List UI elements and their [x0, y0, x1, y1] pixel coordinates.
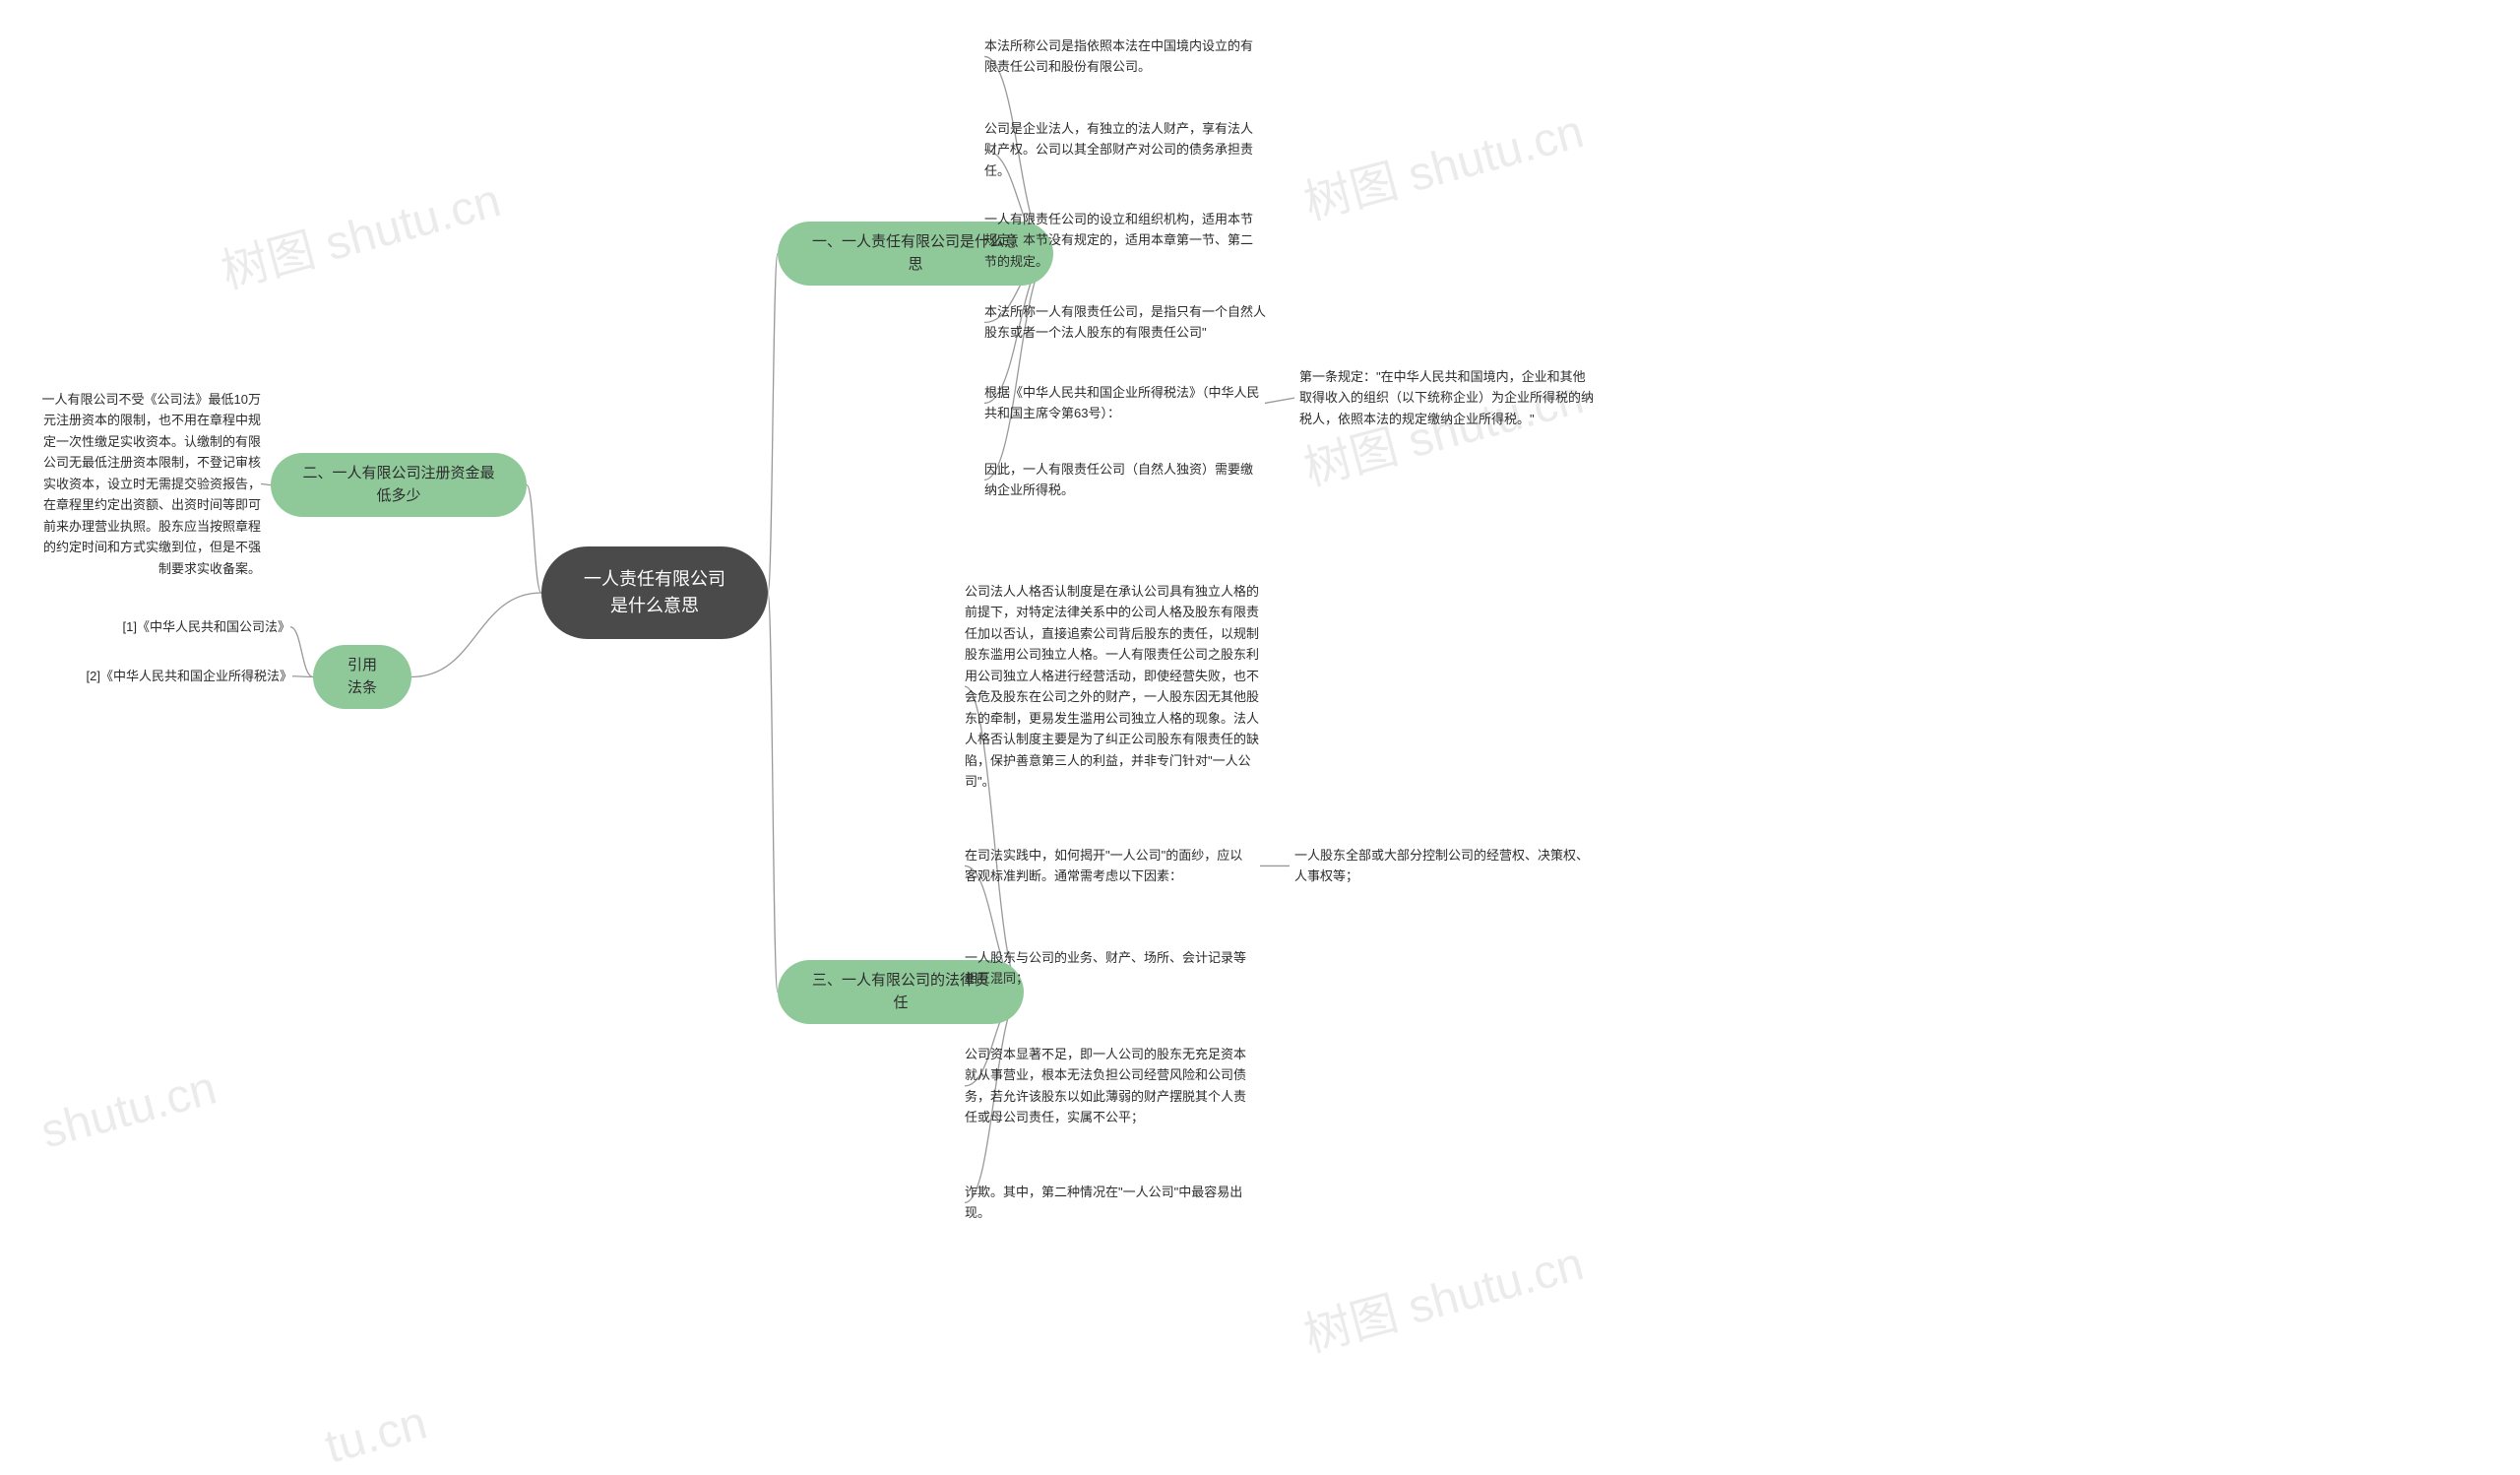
- leaf-ref-1: [2]《中华人民共和国企业所得税法》: [56, 666, 292, 686]
- leaf-3-0: 公司法人人格否认制度是在承认公司具有独立人格的前提下，对特定法律关系中的公司人格…: [965, 581, 1265, 792]
- leaf-1-3: 本法所称一人有限责任公司，是指只有一个自然人股东或者一个法人股东的有限责任公司": [984, 301, 1270, 344]
- watermark: 树图 shutu.cn: [1295, 93, 1590, 233]
- leaf-3-2: 一人股东与公司的业务、财产、场所、会计记录等相互混同；: [965, 947, 1250, 990]
- leaf-1-1: 公司是企业法人，有独立的法人财产，享有法人财产权。公司以其全部财产对公司的债务承…: [984, 118, 1260, 181]
- branch-ref[interactable]: 引用法条: [313, 645, 411, 709]
- leaf-1-0: 本法所称公司是指依照本法在中国境内设立的有限责任公司和股份有限公司。: [984, 35, 1260, 78]
- watermark: 树图 shutu.cn: [213, 161, 507, 302]
- leaf-3-4: 诈欺。其中，第二种情况在"一人公司"中最容易出现。: [965, 1182, 1250, 1224]
- leaf-1-2: 一人有限责任公司的设立和组织机构，适用本节规定；本节没有规定的，适用本章第一节、…: [984, 209, 1260, 272]
- leaf-3-1-0: 一人股东全部或大部分控制公司的经营权、决策权、人事权等；: [1294, 845, 1590, 887]
- watermark: shutu.cn: [35, 1060, 222, 1159]
- leaf-3-1: 在司法实践中，如何揭开"一人公司"的面纱，应以客观标准判断。通常需考虑以下因素：: [965, 845, 1255, 887]
- watermark: tu.cn: [320, 1395, 433, 1474]
- root-node[interactable]: 一人责任有限公司是什么意思: [541, 546, 768, 639]
- leaf-1-5: 因此，一人有限责任公司（自然人独资）需要缴纳企业所得税。: [984, 459, 1260, 501]
- branch-2[interactable]: 二、一人有限公司注册资金最低多少: [271, 453, 527, 517]
- leaf-ref-0: [1]《中华人民共和国公司法》: [94, 616, 290, 637]
- leaf-2-0: 一人有限公司不受《公司法》最低10万元注册资本的限制，也不用在章程中规定一次性缴…: [39, 389, 261, 579]
- leaf-1-4-0: 第一条规定："在中华人民共和国境内，企业和其他取得收入的组织（以下统称企业）为企…: [1299, 366, 1595, 429]
- watermark: 树图 shutu.cn: [1295, 1225, 1590, 1366]
- leaf-3-3: 公司资本显著不足，即一人公司的股东无充足资本就从事营业，根本无法负担公司经营风险…: [965, 1044, 1255, 1128]
- leaf-1-4: 根据《中华人民共和国企业所得税法》（中华人民共和国主席令第63号）：: [984, 382, 1260, 424]
